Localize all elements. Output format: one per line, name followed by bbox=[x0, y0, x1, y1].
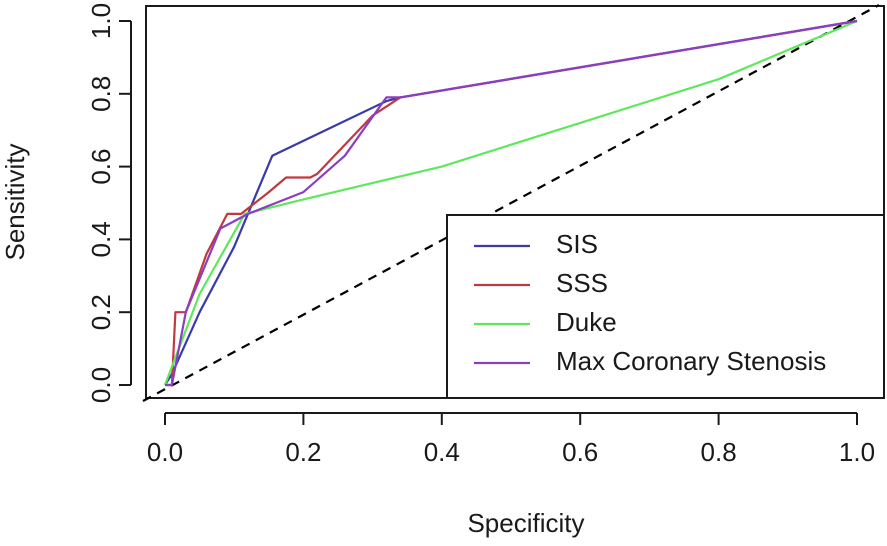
legend-label: SSS bbox=[556, 268, 608, 298]
legend-label: Duke bbox=[556, 307, 617, 337]
series-line-sss bbox=[165, 19, 858, 387]
legend-label: SIS bbox=[556, 229, 598, 259]
y-tick-label: 0.8 bbox=[86, 76, 116, 112]
x-axis-label: Specificity bbox=[467, 508, 584, 538]
series-layer bbox=[163, 19, 858, 387]
x-tick-label: 0.8 bbox=[701, 437, 737, 467]
y-tick-label: 0.0 bbox=[86, 367, 116, 403]
y-tick-label: 0.2 bbox=[86, 294, 116, 330]
x-tick-label: 0.2 bbox=[285, 437, 321, 467]
series-line-duke bbox=[163, 19, 858, 386]
legend: SIS SSS Duke Max Coronary Stenosis bbox=[446, 214, 885, 399]
y-tick-label: 0.4 bbox=[86, 221, 116, 257]
reference-layer bbox=[142, 4, 880, 402]
series-line-max-coronary-stenosis bbox=[165, 19, 858, 387]
x-tick-label: 0.4 bbox=[424, 437, 460, 467]
y-tick-label: 1.0 bbox=[86, 3, 116, 39]
x-tick-label: 1.0 bbox=[839, 437, 875, 467]
x-axis: 0.0 0.2 0.4 0.6 0.8 1.0 bbox=[147, 412, 875, 467]
x-tick-label: 0.0 bbox=[147, 437, 183, 467]
reference-diagonal-line bbox=[142, 4, 880, 402]
x-tick-label: 0.6 bbox=[562, 437, 598, 467]
legend-label: Max Coronary Stenosis bbox=[556, 346, 826, 376]
y-axis-label: Sensitivity bbox=[0, 143, 30, 260]
y-axis: 0.0 0.2 0.4 0.6 0.8 1.0 bbox=[86, 3, 132, 403]
y-tick-label: 0.6 bbox=[86, 149, 116, 185]
